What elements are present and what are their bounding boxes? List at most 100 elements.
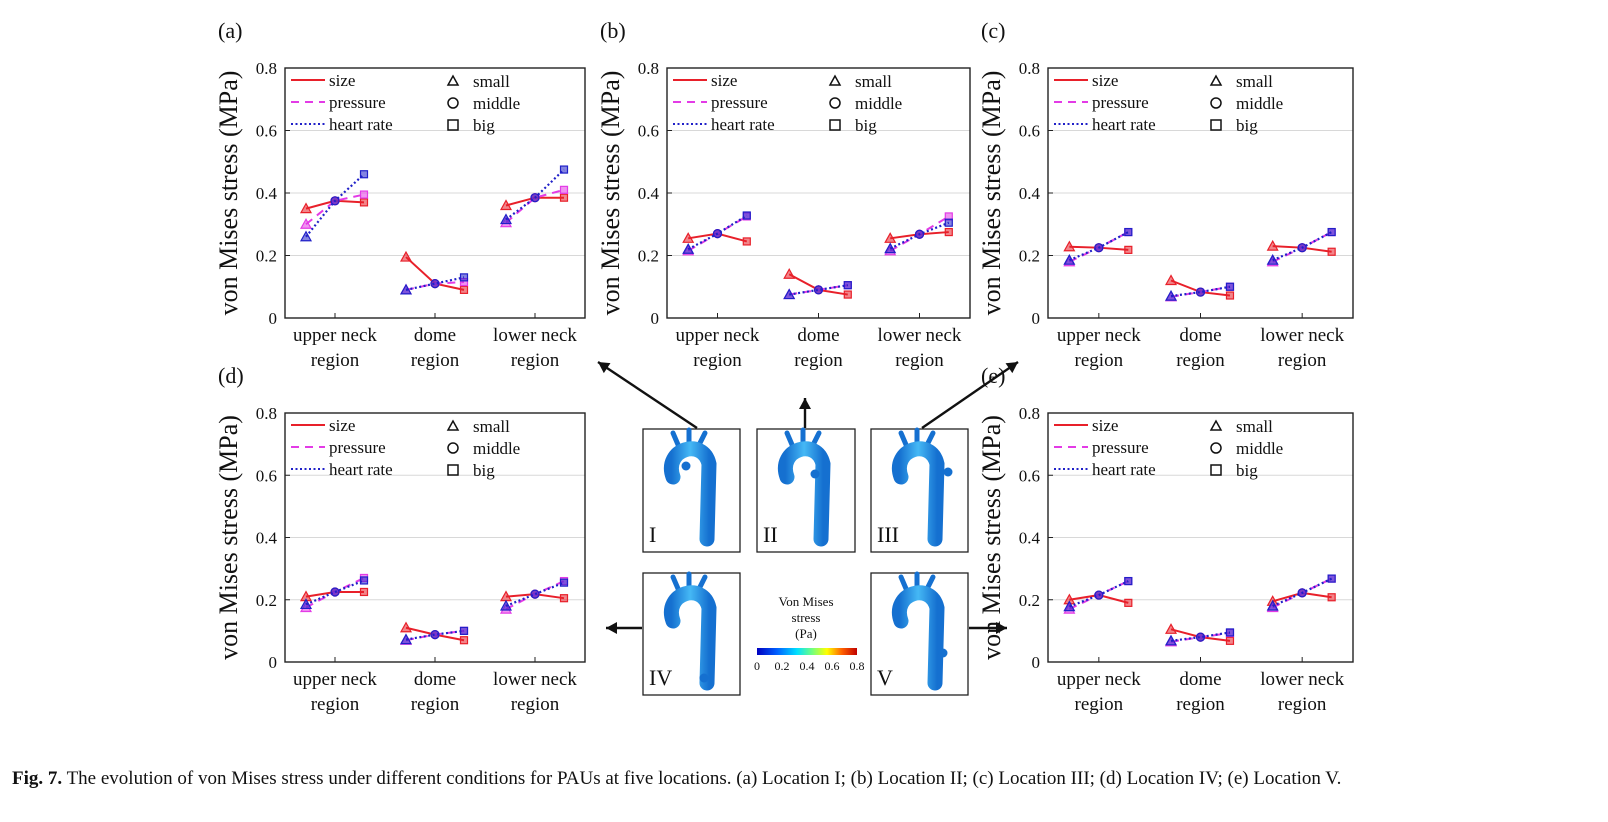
data-point-size [359,587,369,597]
y-tick-label: 0.2 [256,591,277,610]
colorbar-swatch [757,648,857,655]
x-tick-label: region [511,350,560,371]
data-point-heart-rate [559,578,569,587]
data-point-size [1327,593,1336,602]
aneurysm-bump [699,673,709,683]
data-point-heart-rate [1063,253,1076,265]
data-point-size [499,199,513,211]
aneurysm-bump [938,648,948,658]
x-tick-label: lower neck [1260,669,1344,690]
x-tick-label: region [1176,350,1225,371]
colorbar-tick-label: 0.4 [800,659,815,673]
y-tick-label: 0.6 [1019,122,1040,141]
y-tick-label: 0 [651,309,660,328]
data-point-heart-rate [1164,634,1178,646]
data-point-size [459,285,469,294]
colorbar-tick-label: 0.6 [825,659,840,673]
data-point-heart-rate [359,170,369,179]
x-tick-label: upper neck [293,325,377,346]
y-tick-label: 0.4 [1019,184,1041,203]
data-point-size [1164,274,1178,286]
data-point-heart-rate [530,589,540,599]
legend-marker-triangle [1209,419,1223,431]
panel-letter: (b) [600,18,626,43]
x-tick-label: upper neck [676,325,760,346]
x-tick-label: lower neck [493,669,577,690]
y-tick-label: 0.2 [1019,591,1040,610]
legend-label: big [855,116,877,135]
aorta-body [891,441,945,547]
data-point-heart-rate [843,281,852,290]
legend-label: small [1236,72,1273,91]
arrow-head [606,622,617,634]
colorbar-tick-label: 0.8 [850,659,865,673]
data-point-heart-rate [682,243,695,254]
colorbar-title: Von Mises [778,594,833,609]
x-tick-label: region [411,350,460,371]
arrow-head [799,398,811,409]
data-point-heart-rate [1327,227,1336,237]
chart-panel-b: (b) 0 0.2 0.4 0.6 0.8 von Mises stress (MPa) up… [596,18,971,371]
data-point-heart-rate [459,626,469,635]
legend-marker-circle [447,97,459,109]
legend-label: heart rate [711,115,775,134]
y-axis-label: von Mises stress (MPa) [977,415,1006,660]
legend-marker-circle [447,442,459,454]
legend-marker-square [1210,119,1222,131]
x-tick-label: dome [1179,325,1221,346]
x-tick-label: region [1278,694,1327,715]
x-tick-label: region [311,694,360,715]
arrow-head [1005,362,1018,374]
legend-marker-triangle [446,74,460,86]
y-tick-label: 0.4 [1019,529,1041,548]
data-point-pressure [299,218,313,229]
y-tick-label: 0.6 [1019,466,1040,485]
figure-caption: Fig. 7. The evolution of von Mises stres… [12,766,1596,791]
legend-marker-triangle [828,74,842,86]
data-point-heart-rate [1195,287,1206,297]
data-point-heart-rate [944,218,953,227]
legend-label: heart rate [1092,115,1156,134]
data-point-heart-rate [399,633,413,645]
data-point-pressure [359,190,369,199]
data-point-heart-rate [1266,599,1279,611]
chart-panels: (a) 0 0.2 0.4 0.6 0.8 von Mises stress (MPa) up… [214,18,1354,715]
data-point-heart-rate [712,229,723,239]
legend-label: small [473,72,510,91]
data-point-size [459,636,469,645]
legend-label: big [1236,461,1258,480]
x-tick-label: region [311,350,360,371]
y-tick-label: 0.4 [256,184,278,203]
y-tick-label: 0.8 [256,59,277,78]
legend-label: big [473,461,495,480]
y-tick-label: 0 [269,309,278,328]
y-tick-label: 0.2 [638,247,659,266]
legend-label: size [711,71,737,90]
panel-letter: (a) [218,18,242,43]
aorta-thumbnail-I: I [642,427,741,553]
panel-letter: (c) [981,18,1005,43]
aorta-thumbnail-III: III [870,427,969,553]
colorbar-title: stress [792,610,821,625]
figure-canvas: (a) 0 0.2 0.4 0.6 0.8 von Mises stress (MPa) up… [214,18,1354,715]
y-tick-label: 0.2 [256,247,277,266]
colorbar-title: (Pa) [795,626,817,641]
data-point-heart-rate [399,283,413,295]
aneurysm-bump [943,467,953,477]
data-point-size [359,198,369,207]
legend-marker-circle [1210,442,1222,454]
aorta-body [777,441,831,547]
data-point-size [884,232,897,243]
legend-label: big [473,116,495,135]
data-point-size [1266,239,1279,251]
legend-marker-circle [1210,97,1222,109]
x-tick-label: region [1278,350,1327,371]
aorta-branch [670,574,682,594]
location-arrows [597,361,1019,634]
x-tick-label: upper neck [293,669,377,690]
data-point-heart-rate [359,576,369,585]
y-tick-label: 0 [269,653,278,672]
aneurysm-bump [810,469,820,479]
